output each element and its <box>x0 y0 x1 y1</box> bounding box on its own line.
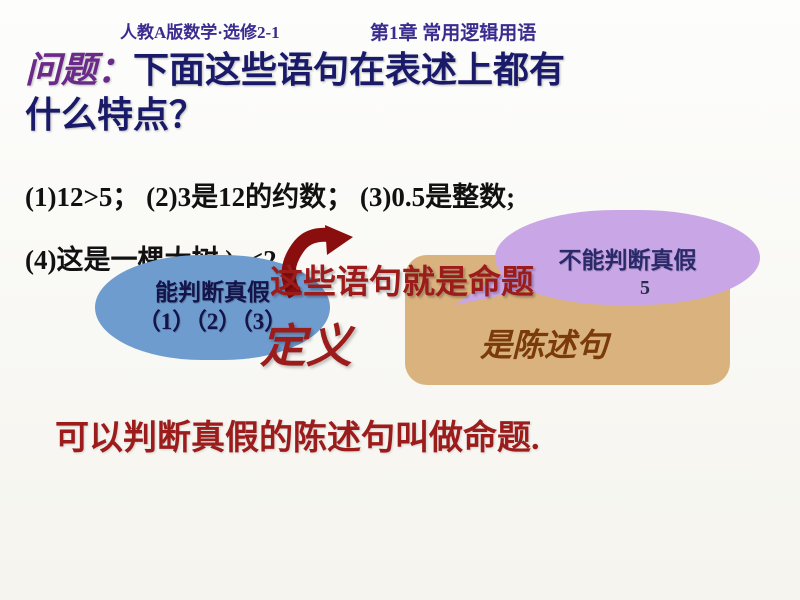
these-are-propositions-text: 这些语句就是命题 <box>270 255 534 303</box>
purple-speech-bubble: 不能判断真假 <box>495 210 760 305</box>
page-number: 5 <box>640 277 650 300</box>
statements-row-1: (1)12>5； (2)3是12的约数； (3)0.5是整数; <box>25 175 515 214</box>
header-right-text: 第1章 常用逻辑用语 <box>370 18 536 45</box>
header-left-text: 人教A版数学·选修2-1 <box>120 18 280 43</box>
blue-bubble-line1: 能判断真假 <box>155 279 270 308</box>
purple-bubble-text: 不能判断真假 <box>559 241 697 275</box>
definition-label: 定义 <box>260 310 352 376</box>
declarative-text: 是陈述句 <box>480 320 608 366</box>
definition-statement: 可以判断真假的陈述句叫做命题. <box>55 410 540 459</box>
question-body-line1: 下面这些语句在表述上都有 <box>133 50 565 90</box>
question-block: 问题：下面这些语句在表述上都有 什么特点？ <box>25 48 775 138</box>
question-body-line2: 什么特点？ <box>25 95 205 135</box>
question-label: 问题： <box>25 50 133 90</box>
